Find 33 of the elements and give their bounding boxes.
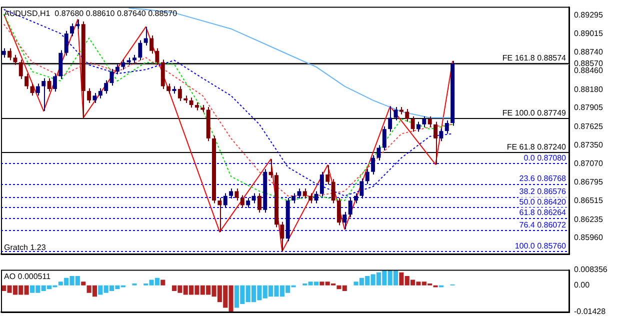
- ref-line-label: 38.2 0.86576: [519, 187, 567, 196]
- chart-title: AO 0.000511: [4, 272, 52, 282]
- ref-line-label: FE 161.8 0.88574: [502, 54, 567, 63]
- candlestick: [126, 57, 131, 66]
- y-tick-label: 0.00: [574, 280, 590, 290]
- bar: [81, 282, 86, 286]
- ref-line-label: 61.8 0.86264: [519, 208, 567, 217]
- y-tick-label: 0.88570: [574, 58, 604, 68]
- y-tick-label: 0.88180: [574, 84, 604, 94]
- y-tick-label: 0.87070: [574, 159, 604, 168]
- y-tick-label: 0.87350: [574, 140, 604, 150]
- y-tick-label: 0.008356: [574, 265, 608, 274]
- ref-line-label: 0.0 0.87080: [524, 153, 567, 162]
- y-tick-label: 0.89015: [574, 29, 604, 38]
- ref-line-label: 76.4 0.86072: [519, 220, 567, 230]
- ref-line-label: 23.6 0.86768: [519, 174, 567, 184]
- y-tick-label: 0.86235: [574, 214, 604, 224]
- chart-title: AUDUSD,H1 0.87680 0.88610 0.87640 0.88570: [4, 9, 178, 18]
- ref-line-label: FE 61.8 0.87240: [506, 142, 567, 152]
- y-tick-label: 0.88460: [574, 66, 604, 76]
- y-tick-label: 0.87905: [574, 103, 604, 112]
- y-tick-label: -0.01428: [574, 307, 606, 316]
- y-tick-label: 0.87625: [574, 122, 604, 131]
- ref-line-label: 50.0 0.86420: [519, 197, 567, 206]
- bar: [160, 280, 166, 286]
- ref-line-label: FE 100.0 0.87749: [502, 108, 567, 118]
- y-tick-label: 0.88740: [574, 47, 604, 56]
- y-tick-label: 0.86515: [574, 196, 604, 206]
- ref-line-label: 100.0 0.85760: [514, 242, 567, 251]
- y-tick-label: 0.85960: [574, 233, 604, 242]
- y-tick-label: 0.86795: [574, 177, 604, 186]
- annotation: Gratch 1.23: [4, 243, 46, 252]
- y-tick-label: 0.89295: [574, 10, 604, 20]
